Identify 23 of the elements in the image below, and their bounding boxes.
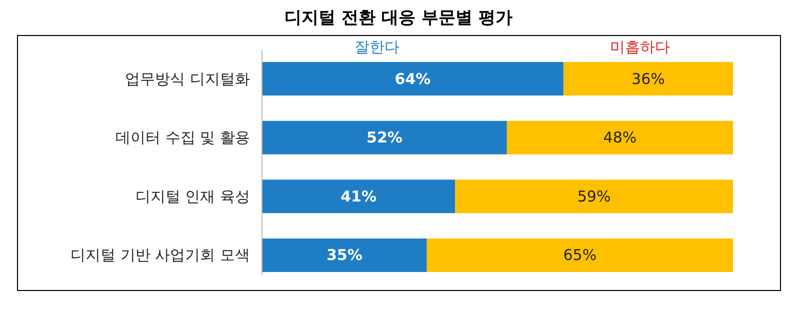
series-label: 잘한다 — [354, 38, 400, 56]
chart-title: 디지털 전환 대응 부문별 평가 — [284, 8, 512, 28]
y-tick-label: 디지털 기반 사업기회 모색 — [70, 246, 250, 264]
data-label: 41% — [340, 187, 377, 206]
data-label: 35% — [326, 246, 362, 264]
bar — [455, 180, 733, 214]
y-tick-label: 업무방식 디지털화 — [125, 70, 250, 88]
y-tick-label: 데이터 수집 및 활용 — [116, 128, 250, 147]
bar — [262, 180, 456, 214]
bar — [262, 238, 427, 272]
bar — [563, 62, 733, 96]
data-label: 65% — [563, 246, 597, 264]
bar — [426, 238, 733, 272]
y-tick-label: 디지털 인재 육성 — [135, 187, 250, 206]
data-label: 48% — [603, 128, 637, 147]
data-label: 59% — [577, 187, 611, 206]
bar — [506, 120, 733, 154]
data-label: 64% — [394, 70, 431, 88]
data-label: 52% — [366, 128, 402, 147]
bar — [262, 62, 564, 96]
data-label: 36% — [632, 70, 665, 88]
bar — [262, 120, 507, 154]
series-label: 미흡하다 — [610, 38, 670, 56]
